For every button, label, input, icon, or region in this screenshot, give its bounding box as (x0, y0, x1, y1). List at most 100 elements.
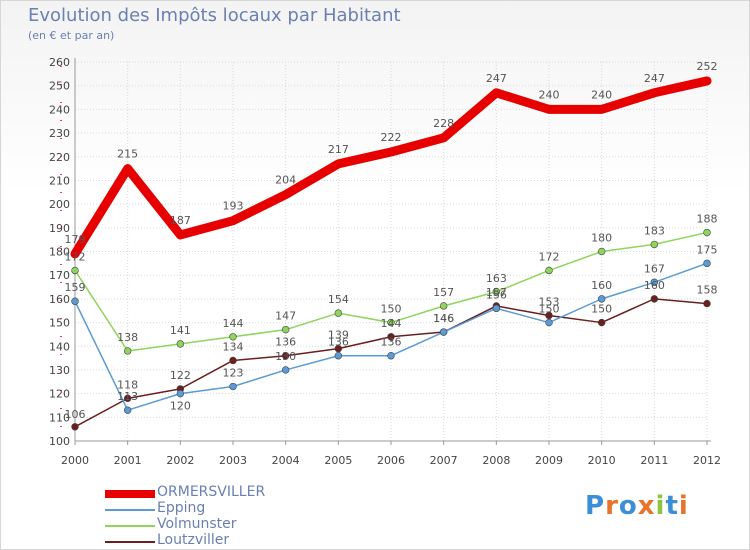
y-tick-label: 190 (49, 222, 70, 235)
x-tick-label: 2012 (693, 454, 721, 467)
data-point-epping (281, 366, 290, 374)
data-point-volmunster (492, 288, 501, 296)
data-point-loutzviller (650, 295, 659, 303)
proxiti-logo: Proxiti (585, 491, 689, 521)
y-tick-label: 130 (49, 364, 70, 377)
data-point-epping (439, 328, 448, 336)
x-tick-label: 2004 (272, 454, 300, 467)
x-tick-label: 2011 (640, 454, 668, 467)
data-point-epping (71, 297, 79, 305)
data-label-epping: 123 (223, 367, 244, 380)
data-point-epping (597, 295, 606, 303)
x-tick-label: 2001 (114, 454, 142, 467)
data-point-loutzviller (545, 311, 553, 320)
data-point-epping (123, 406, 132, 414)
x-tick-label: 2010 (588, 454, 616, 467)
y-tick-label: 260 (49, 56, 70, 69)
y-tick-label: 160 (49, 293, 70, 306)
data-label-epping: 159 (65, 281, 86, 294)
data-label-epping: 136 (328, 336, 349, 349)
y-tick-label: 250 (49, 80, 70, 93)
data-point-loutzviller (597, 318, 606, 327)
data-label-volmunster: 141 (170, 324, 191, 337)
data-point-volmunster (281, 325, 290, 334)
data-label-loutzviller: 144 (381, 317, 402, 330)
data-label-ormersviller: 252 (697, 60, 718, 73)
x-tick-label: 2006 (377, 454, 405, 467)
data-point-loutzviller (229, 356, 237, 365)
data-label-ormersviller: 240 (591, 88, 612, 101)
legend-label: Volmunster (157, 516, 237, 532)
data-label-epping: 130 (275, 350, 296, 363)
data-point-volmunster (439, 302, 448, 310)
data-label-loutzviller: 146 (433, 312, 454, 325)
logo-letter: i (678, 491, 689, 521)
data-point-volmunster (545, 266, 553, 275)
chart-subtitle: (en € et par an) (28, 29, 115, 42)
data-label-loutzviller: 153 (539, 295, 560, 308)
data-label-loutzviller: 106 (65, 408, 86, 421)
data-label-epping: 150 (539, 303, 560, 316)
legend-label: ORMERSVILLER (157, 484, 266, 500)
x-tick-label: 2000 (61, 454, 89, 467)
data-label-volmunster: 172 (65, 250, 86, 263)
data-point-epping (229, 382, 237, 391)
data-label-epping: 146 (433, 312, 454, 325)
data-label-epping: 113 (117, 390, 138, 403)
data-label-epping: 175 (697, 243, 718, 256)
data-point-volmunster (123, 347, 132, 355)
data-label-epping: 167 (644, 262, 665, 275)
data-label-volmunster: 163 (486, 272, 507, 285)
y-tick-label: 100 (49, 435, 70, 448)
data-label-ormersviller: 247 (644, 72, 665, 85)
data-label-volmunster: 172 (539, 250, 560, 263)
legend-swatch (105, 525, 155, 527)
data-label-ormersviller: 215 (117, 148, 138, 161)
data-label-volmunster: 147 (275, 310, 296, 323)
legend-swatch (105, 509, 155, 511)
data-label-epping: 136 (381, 336, 402, 349)
data-label-ormersviller: 228 (433, 117, 454, 130)
data-point-loutzviller (334, 344, 343, 353)
data-label-volmunster: 150 (381, 303, 402, 316)
data-label-volmunster: 180 (591, 232, 612, 245)
data-label-volmunster: 138 (117, 331, 138, 344)
data-label-loutzviller: 160 (644, 279, 665, 292)
data-point-loutzviller (387, 333, 395, 341)
y-tick-label: 150 (49, 317, 70, 330)
data-label-ormersviller: 193 (223, 200, 244, 213)
data-label-loutzviller: 122 (170, 369, 191, 382)
y-tick-label: 180 (49, 246, 70, 259)
data-point-loutzviller (123, 394, 132, 403)
logo-letter: t (665, 491, 679, 521)
data-label-ormersviller: 222 (381, 131, 402, 144)
data-point-epping (492, 304, 501, 313)
series-layer (70, 76, 712, 431)
legend-label: Epping (157, 500, 206, 516)
logo-letter: i (655, 491, 666, 521)
data-label-loutzviller: 118 (117, 378, 138, 391)
data-label-loutzviller: 134 (223, 340, 244, 353)
axes: 100 110 120 130 140 150 160 170 180 190 200 210 220 2… (49, 56, 721, 467)
data-label-ormersviller: 217 (328, 143, 349, 156)
legend-label: Loutzviller (157, 532, 230, 548)
data-label-ormersviller: 179 (65, 233, 86, 246)
data-point-epping (334, 352, 343, 360)
data-label-epping: 120 (170, 400, 191, 413)
data-label-volmunster: 157 (433, 286, 454, 299)
data-point-loutzviller (71, 423, 79, 431)
x-tick-label: 2009 (535, 454, 563, 467)
y-tick-label: 110 (49, 411, 70, 424)
y-tick-label: 210 (49, 174, 70, 187)
legend-swatch (105, 490, 155, 498)
y-tick-label: 120 (49, 388, 70, 401)
data-point-volmunster (703, 228, 711, 237)
data-label-loutzviller: 139 (328, 329, 349, 342)
data-label-volmunster: 144 (223, 317, 244, 330)
y-tick-label: 220 (49, 151, 70, 164)
data-point-epping (703, 259, 711, 268)
data-label-loutzviller: 150 (591, 303, 612, 316)
